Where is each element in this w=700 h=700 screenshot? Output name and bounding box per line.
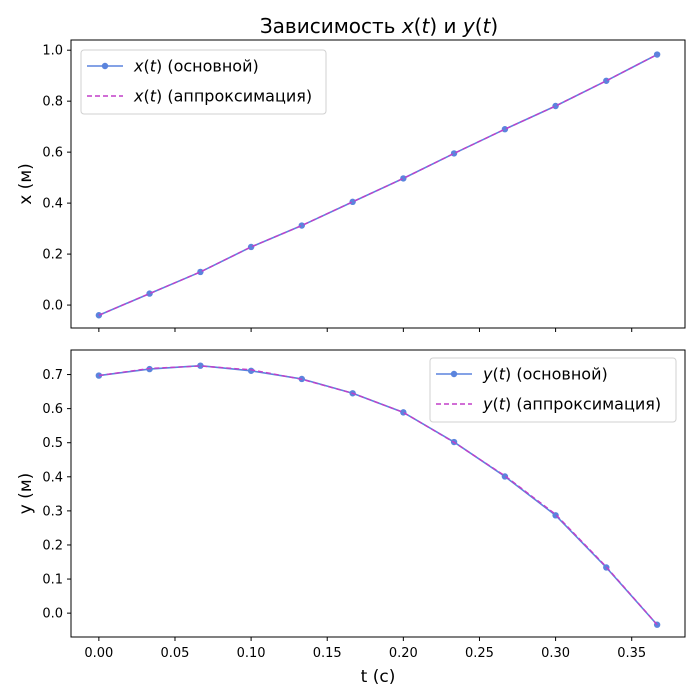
legend-box (429, 357, 677, 423)
legend: y(t) (основной) y(t) (аппроксимация) (429, 357, 677, 423)
y-tick-label: 1.0 (42, 44, 63, 59)
y-tick-label: 0.5 (42, 436, 63, 451)
x-tick-label: 0.30 (541, 646, 570, 661)
x-tick-label: 0.10 (237, 646, 266, 661)
legend-marker (450, 370, 458, 378)
data-point (349, 198, 356, 206)
x-tick-label: 0.20 (389, 646, 418, 661)
y-tick-label: 0.3 (42, 504, 63, 519)
series-line-approx (98, 53, 658, 316)
y-tick-label: 0.6 (42, 146, 63, 161)
y-tick-label: 0.7 (42, 368, 63, 383)
legend-marker (101, 62, 109, 70)
legend-label: y(t) (аппроксимация) (482, 395, 661, 414)
series-line-approx (98, 365, 658, 626)
y-tick-label: 0.8 (42, 95, 63, 110)
y-axis-label: y (м) (16, 473, 36, 515)
axes-frame (70, 349, 686, 638)
y-subplot: 0.0 0.1 0.2 0.3 0.4 0.5 0.6 0.7 0.00 0.05 0.10 0.15… (16, 349, 686, 687)
x-tick-label: 0.15 (313, 646, 342, 661)
data-point (552, 102, 559, 110)
data-point (400, 409, 407, 416)
y-tick-label: 0.0 (42, 607, 63, 622)
y-tick-label: 0.0 (42, 299, 63, 314)
y-tick-label: 0.2 (42, 248, 63, 263)
x-tick-label: 0.05 (161, 646, 190, 661)
legend-label: x(t) (основной) (133, 57, 259, 76)
axes-frame (70, 39, 686, 329)
data-point (603, 77, 610, 84)
data-point (653, 51, 661, 58)
data-point (197, 362, 204, 369)
data-point (501, 126, 509, 133)
legend-box (80, 49, 327, 115)
data-point (450, 150, 458, 157)
data-point (197, 268, 204, 276)
data-point (400, 175, 407, 182)
y-tick-label: 0.4 (42, 470, 63, 485)
y-tick-label: 0.6 (42, 402, 63, 417)
x-subplot: 0.00.20.40.60.81.0x (м)x(t) (основной)x(… (16, 39, 686, 332)
chart-title: Зависимость x(t) и y(t) (260, 14, 498, 38)
data-point (247, 243, 255, 251)
legend-label: x(t) (аппроксимация) (133, 87, 312, 106)
y-tick-label: 0.4 (42, 197, 63, 212)
y-axis-label: x (м) (16, 163, 36, 205)
data-point (247, 367, 255, 374)
data-point (298, 222, 306, 229)
data-point (146, 290, 153, 297)
x-tick-label: 0.00 (84, 646, 113, 661)
x-tick-label: 0.35 (617, 646, 646, 661)
y-tick-label: 0.2 (42, 538, 63, 553)
legend: x(t) (основной) x(t) (аппроксимация) (80, 49, 327, 115)
y-tick-label: 0.1 (42, 573, 63, 588)
legend-label: y(t) (основной) (482, 365, 608, 384)
data-point (501, 473, 509, 480)
x-tick-label: 0.25 (465, 646, 494, 661)
x-axis-label: t (c) (361, 667, 396, 687)
